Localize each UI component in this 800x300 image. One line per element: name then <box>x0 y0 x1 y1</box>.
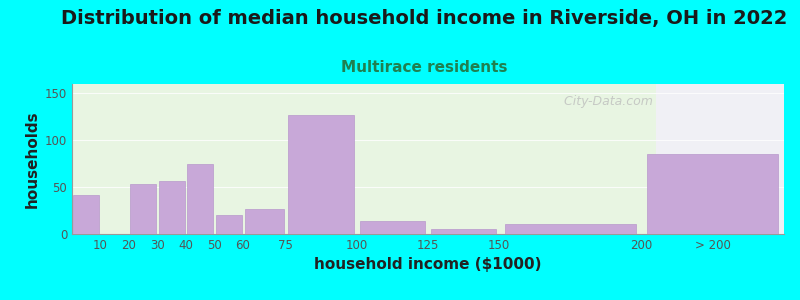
Bar <box>360 221 425 234</box>
Text: Multirace residents: Multirace residents <box>341 60 507 75</box>
Bar <box>215 215 242 234</box>
Bar <box>245 209 284 234</box>
Text: Distribution of median household income in Riverside, OH in 2022: Distribution of median household income … <box>61 9 787 28</box>
X-axis label: household income ($1000): household income ($1000) <box>314 257 542 272</box>
Bar <box>431 229 496 234</box>
Bar <box>130 184 156 234</box>
Y-axis label: households: households <box>24 110 39 208</box>
Bar <box>187 164 214 234</box>
Bar <box>647 154 778 234</box>
Bar <box>289 115 354 234</box>
Bar <box>505 224 636 234</box>
Bar <box>72 84 656 234</box>
Bar <box>73 195 99 234</box>
Bar <box>158 181 185 234</box>
Text: City-Data.com: City-Data.com <box>556 94 653 107</box>
Bar <box>656 84 784 234</box>
